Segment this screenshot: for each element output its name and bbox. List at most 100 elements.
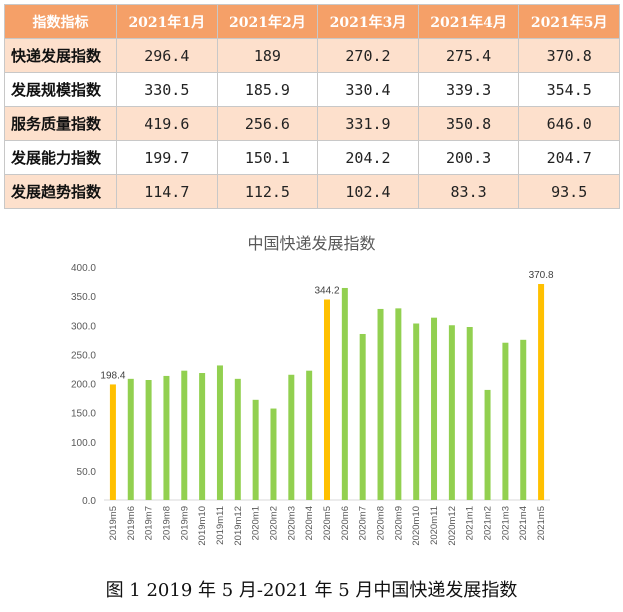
bar [109,384,116,500]
x-tick-label: 2019m6 [126,506,137,540]
table-cell: 112.5 [216,174,319,209]
data-label: 198.4 [100,370,125,381]
bar [181,370,188,500]
bar [538,284,545,500]
x-tick-label: 2021m5 [536,506,547,540]
row-label: 快递发展指数 [4,38,117,73]
x-tick-label: 2019m12 [233,506,244,546]
table-header-row: 指数指标 2021年1月 2021年2月 2021年3月 2021年4月 202… [4,4,620,39]
y-tick-label: 150.0 [71,409,96,420]
bar [466,326,473,500]
data-label: 370.8 [529,270,554,281]
bar [484,389,491,500]
x-tick-label: 2021m2 [483,506,494,540]
table-cell: 419.6 [116,106,218,141]
bar [216,365,223,500]
x-tick-label: 2020m7 [358,506,369,540]
data-label: 344.2 [314,286,339,297]
header-2021-04: 2021年4月 [417,4,520,39]
x-tick-label: 2019m9 [179,506,190,540]
bar [199,373,206,500]
table-cell: 93.5 [518,174,620,209]
x-tick-label: 2021m1 [465,506,476,540]
bar [395,308,402,500]
row-label: 发展能力指数 [4,140,117,175]
header-2021-03: 2021年3月 [317,4,419,39]
table-cell: 275.4 [417,38,520,73]
table-row: 发展能力指数 199.7 150.1 204.2 200.3 204.7 [4,140,620,175]
bar [127,378,134,500]
bar [163,375,170,500]
bar [252,399,259,500]
table-row: 快递发展指数 296.4 189 270.2 275.4 370.8 [4,38,620,73]
table-cell: 189 [216,38,319,73]
bar [270,408,277,500]
table-cell: 270.2 [317,38,419,73]
y-tick-label: 100.0 [71,438,96,449]
x-tick-label: 2019m5 [108,506,119,540]
x-tick-label: 2020m1 [251,506,262,540]
table-cell: 150.1 [216,140,319,175]
table-cell: 83.3 [417,174,520,209]
bar [341,287,348,500]
table-cell: 339.3 [417,72,520,107]
table-cell: 350.8 [417,106,520,141]
x-tick-label: 2019m7 [144,506,155,540]
x-tick-label: 2020m2 [268,506,279,540]
x-tick-label: 2019m8 [161,506,172,540]
bar [234,378,241,500]
bar [413,323,420,500]
bar [431,317,438,500]
table-cell: 370.8 [518,38,620,73]
bar [306,370,313,500]
bar [359,333,366,500]
y-tick-label: 300.0 [71,321,96,332]
table-cell: 114.7 [116,174,218,209]
y-tick-label: 0.0 [82,496,96,507]
x-tick-label: 2020m8 [376,506,387,540]
table-row: 发展趋势指数 114.7 112.5 102.4 83.3 93.5 [4,174,620,209]
table-cell: 200.3 [417,140,520,175]
table-cell: 256.6 [216,106,319,141]
y-tick-label: 400.0 [71,263,96,274]
table-cell: 102.4 [317,174,419,209]
bar [324,299,330,500]
table-cell: 646.0 [518,106,620,141]
x-tick-label: 2020m4 [304,506,315,540]
bar-chart: 0.0 50.0 100.0 150.0 200.0 250.0 300.0 350.0 400… [71,263,554,546]
y-tick-label: 250.0 [71,350,96,361]
x-tick-label: 2021m4 [518,506,529,540]
figure-caption: 图 1 2019 年 5 月-2021 年 5 月中国快递发展指数 [105,580,518,601]
x-tick-label: 2020m12 [447,506,458,546]
bar [377,308,384,500]
x-tick-label: 2020m11 [429,506,440,545]
table-row: 服务质量指数 419.6 256.6 331.9 350.8 646.0 [4,106,620,141]
x-tick-label: 2020m3 [286,506,297,540]
header-indicator: 指数指标 [4,4,117,39]
x-tick-label: 2019m11 [215,506,226,545]
header-2021-05: 2021年5月 [518,4,620,39]
row-label: 发展规模指数 [4,72,117,107]
table-cell: 199.7 [116,140,218,175]
row-label: 服务质量指数 [4,106,117,141]
table-cell: 330.5 [116,72,218,107]
bar [288,374,295,500]
index-table-container: 指数指标 2021年1月 2021年2月 2021年3月 2021年4月 202… [4,4,620,209]
x-tick-label: 2020m6 [340,506,351,540]
table-cell: 296.4 [116,38,218,73]
bar [502,342,509,500]
table-cell: 204.2 [317,140,419,175]
header-2021-02: 2021年2月 [216,4,319,39]
chart-title: 中国快递发展指数 [247,234,376,253]
y-tick-label: 50.0 [77,467,97,478]
x-tick-label: 2021m3 [500,506,511,540]
table-cell: 185.9 [216,72,319,107]
x-tick-label: 2020m10 [411,506,422,546]
bar [145,380,152,500]
x-tick-label: 2020m9 [393,506,404,540]
row-label: 发展趋势指数 [4,174,117,209]
table-cell: 354.5 [518,72,620,107]
table-cell: 331.9 [317,106,419,141]
bar [448,325,455,500]
y-tick-label: 200.0 [71,380,96,391]
